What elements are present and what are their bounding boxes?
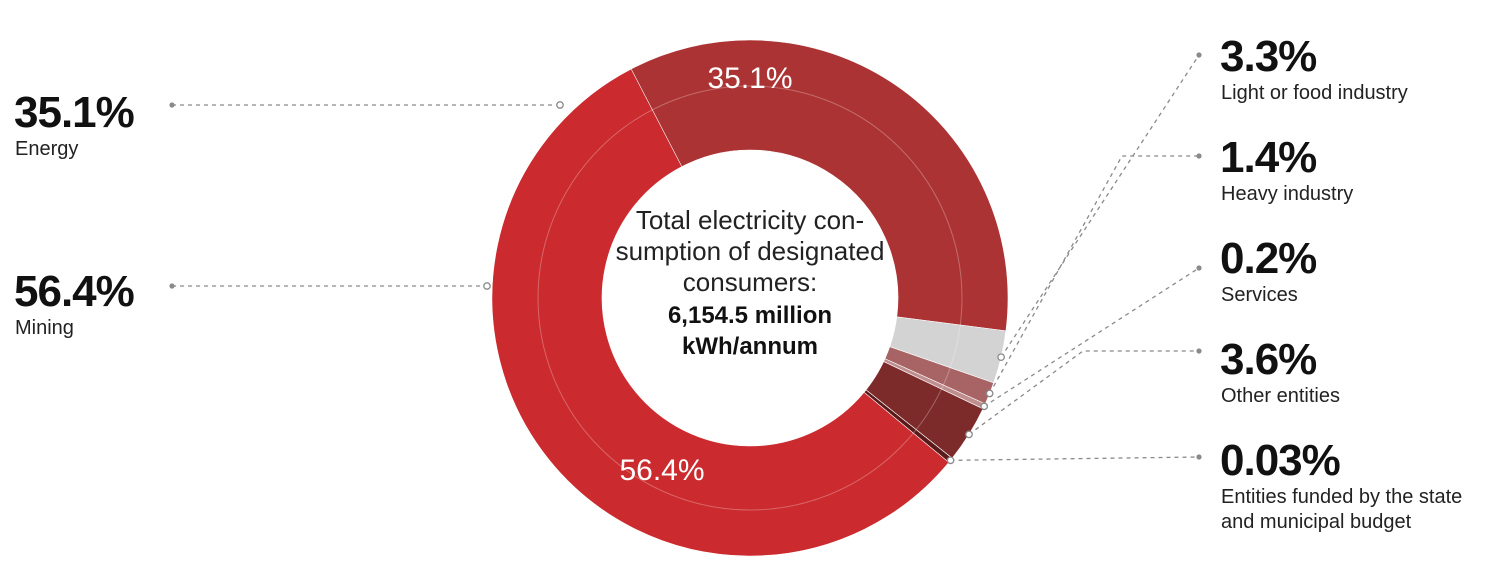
leader-end-dot-heavy-industry — [1196, 153, 1202, 159]
slice-label-energy: 35.1% — [707, 62, 792, 95]
slice-label-mining: 56.4% — [619, 454, 704, 487]
leader-line-services — [983, 267, 1200, 407]
center-total-value: 6,154.5 million — [668, 302, 832, 329]
slice-energy — [624, 39, 1009, 332]
legend-label-services: Services — [1221, 284, 1298, 306]
legend-value-other-entities: 3.6% — [1220, 335, 1316, 384]
legend-left: 35.1% Energy 56.4% Mining — [14, 88, 135, 339]
leader-end-dot-other-entities — [1196, 348, 1202, 354]
center-total-unit: kWh/annum — [682, 333, 818, 360]
leader-anchor-other-entities — [965, 430, 973, 439]
leader-end-dot-light-or-food-industry — [1196, 52, 1202, 58]
center-caption: Total electricity con- sumption of desig… — [616, 205, 885, 360]
legend-value-state-funded-entities: 0.03% — [1220, 436, 1340, 485]
legend-value-light-food-industry: 3.3% — [1220, 32, 1316, 81]
leader-anchor-light-or-food-industry — [997, 353, 1005, 362]
inner-guide-ring — [537, 85, 963, 511]
leader-end-dot-energy — [169, 102, 175, 108]
slice-mining — [491, 68, 950, 557]
donut-slices — [491, 39, 1009, 557]
center-line-3: consumers: — [683, 267, 817, 297]
legend-value-energy: 35.1% — [14, 88, 134, 137]
leader-line-other-entities — [968, 350, 1199, 435]
legend-label-other-entities: Other entities — [1221, 385, 1340, 407]
center-line-1: Total electricity con- — [636, 205, 864, 235]
legend-value-heavy-industry: 1.4% — [1220, 133, 1316, 182]
leader-line-entities-funded-by-the-state-and-municipal-budget — [950, 456, 1200, 461]
legend-label-energy: Energy — [15, 138, 78, 160]
legend-label-heavy-industry: Heavy industry — [1221, 183, 1353, 205]
legend-right: 3.3% Light or food industry 1.4% Heavy i… — [1220, 32, 1462, 533]
legend-value-services: 0.2% — [1220, 234, 1316, 283]
leader-anchor-services — [980, 402, 988, 411]
legend-label-state-funded-entities-line-1: Entities funded by the state — [1221, 486, 1462, 508]
leader-anchor-energy — [556, 101, 564, 109]
legend-value-mining: 56.4% — [14, 267, 134, 316]
leader-lines — [169, 52, 1202, 465]
leader-end-dot-entities-funded-by-the-state-and-municipal-budget — [1196, 454, 1202, 460]
legend-label-state-funded-entities-line-2: and municipal budget — [1221, 511, 1412, 533]
leader-end-dot-mining — [169, 283, 175, 289]
leader-line-heavy-industry — [989, 155, 1199, 394]
legend-label-mining: Mining — [15, 317, 74, 339]
leader-line-light-or-food-industry — [1000, 54, 1200, 358]
leader-end-dot-services — [1196, 265, 1202, 271]
legend-label-light-food-industry: Light or food industry — [1221, 82, 1408, 104]
center-line-2: sumption of designated — [616, 236, 885, 266]
leader-anchor-mining — [483, 282, 491, 290]
leader-anchor-heavy-industry — [985, 389, 994, 398]
leader-anchor-entities-funded-by-the-state-and-municipal-budget — [946, 456, 955, 465]
